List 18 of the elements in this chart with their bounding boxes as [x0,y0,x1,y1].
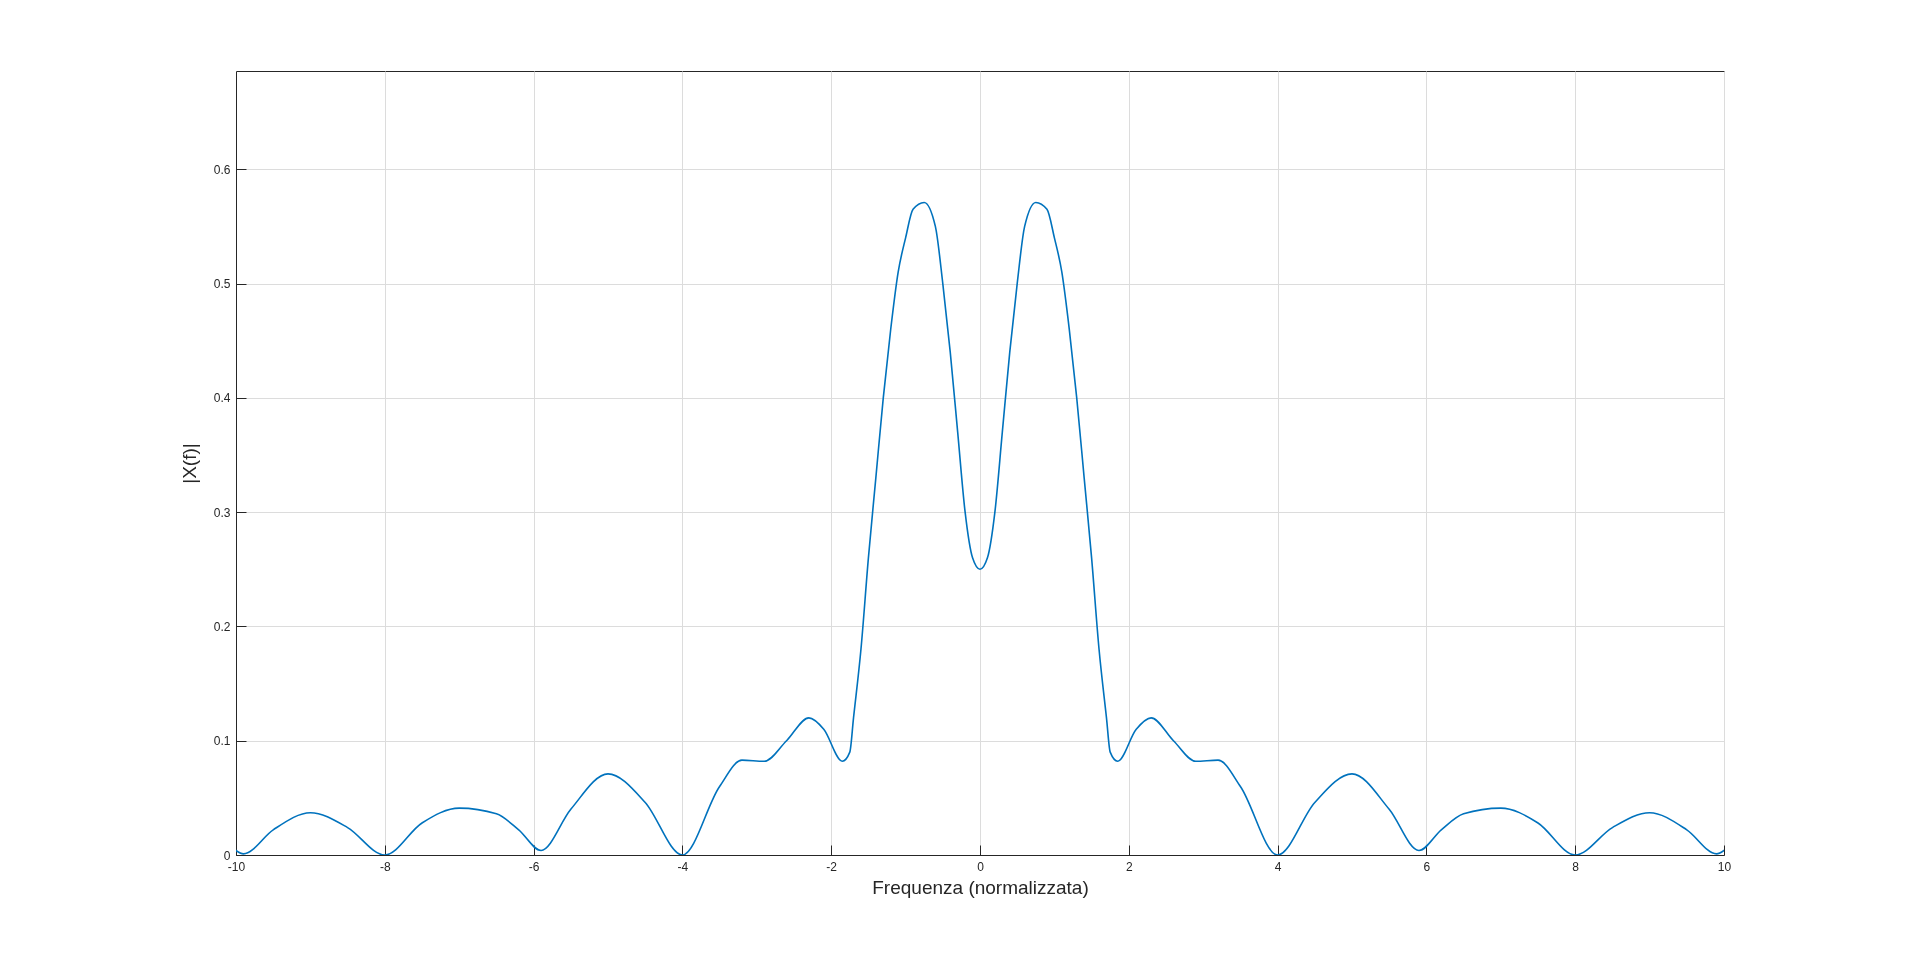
y-axis-title: |X(f)| [178,443,200,484]
y-tick-label: 0.2 [213,619,231,634]
x-tick-label: 2 [1125,859,1133,874]
x-tick-label: 8 [1572,859,1580,874]
y-tick-label: 0.3 [213,505,231,520]
x-axis-title: Frequenza (normalizzata) [872,876,1089,898]
x-tick-label: 4 [1274,859,1282,874]
x-tick-label: -8 [379,859,391,874]
x-tick-label: 6 [1423,859,1431,874]
y-tick-label: 0.6 [213,162,231,177]
x-tick-label: -2 [826,859,838,874]
y-tick-label: 0.4 [213,391,231,406]
y-tick-label: 0.1 [213,734,231,749]
x-tick-label: -6 [528,859,540,874]
x-tick-label: -4 [677,859,689,874]
y-tick-label: 0.5 [213,277,231,292]
x-tick-label: 10 [1717,859,1732,874]
x-tick-label: 0 [977,859,985,874]
